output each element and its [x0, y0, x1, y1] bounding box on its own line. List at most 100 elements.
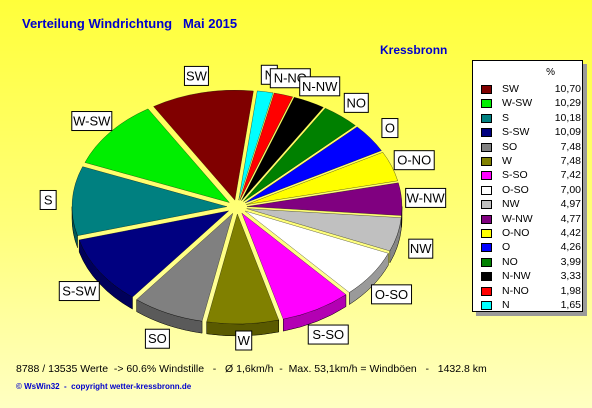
label-w-nw: W-NW	[405, 187, 447, 208]
legend-row: O-SO 7,00	[481, 184, 581, 198]
label-sw: SW	[183, 65, 209, 86]
slice-s	[71, 166, 228, 236]
label-text-s-sw: S-SW	[62, 284, 97, 299]
label-no: NO	[343, 92, 369, 113]
label-s-so: S-SO	[307, 324, 349, 345]
legend-value: 4,77	[560, 212, 581, 225]
legend-row: W-SW 10,29	[481, 97, 581, 111]
label-text-n-no: N-NO	[274, 71, 307, 86]
legend-direction: S-SO	[502, 169, 528, 182]
legend-value: 7,42	[560, 169, 581, 182]
legend-row: N-NO 1,98	[481, 285, 581, 299]
slice-s-so	[241, 212, 347, 320]
legend-direction: N-NO	[502, 284, 529, 297]
legend-swatch	[481, 157, 492, 166]
legend-value: 3,33	[560, 270, 581, 283]
legend-unit: %	[546, 67, 555, 78]
legend-row: N 1,65	[481, 299, 581, 313]
label-text-sw: SW	[186, 68, 208, 83]
label-o-no: O-NO	[393, 150, 435, 171]
legend-direction: SO	[502, 140, 518, 153]
legend-direction: O	[502, 241, 511, 254]
label-text-s-so: S-SO	[312, 327, 344, 342]
slice-o	[245, 126, 382, 204]
legend-value: 10,18	[554, 111, 581, 124]
legend-swatch	[481, 113, 492, 123]
legend-row: W 7,48	[481, 155, 581, 169]
legend-swatch	[481, 142, 492, 152]
legend-row: O 4,26	[481, 241, 581, 255]
legend-value: 1,98	[560, 284, 581, 297]
label-text-w-nw: W-NW	[407, 190, 446, 205]
legend-row: NO 3,99	[481, 256, 581, 270]
legend-swatch	[481, 272, 492, 282]
legend-direction: W-NW	[502, 212, 533, 225]
label-text-nw: NW	[410, 241, 432, 256]
legend-value: 7,48	[560, 155, 581, 167]
legend-direction: W-SW	[502, 97, 533, 110]
legend-direction: N-NW	[502, 270, 531, 283]
label-text-o-so: O-SO	[375, 287, 408, 302]
label-so: SO	[144, 328, 170, 349]
label-text-o: O	[385, 121, 395, 136]
label-s-sw: S-SW	[58, 281, 100, 302]
legend-swatch	[481, 128, 492, 138]
legend-direction: NO	[502, 255, 518, 268]
legend-direction: NW	[502, 198, 520, 211]
label-text-w: W	[238, 333, 251, 348]
pie-tops	[71, 90, 403, 325]
legend-swatch	[481, 286, 492, 296]
legend-row: S-SO 7,42	[481, 169, 581, 183]
statistics-footer: 8788 / 13535 Werte -> 60.6% Windstille -…	[16, 363, 487, 375]
slice-s-sw	[78, 210, 230, 298]
slice-o-no	[246, 152, 398, 205]
legend-value: 10,29	[554, 97, 581, 110]
label-text-no: NO	[347, 95, 367, 110]
pie-labels: N N-NON-NW NO O O-NO W-NW NW O-SO S-SO W SO S-SW S W-…	[39, 64, 447, 351]
legend-value: 1,65	[560, 299, 581, 311]
slice-o-so	[245, 210, 389, 293]
slice-w-nw	[246, 182, 403, 216]
legend-row: O-NO 4,42	[481, 227, 581, 241]
label-text-o-no: O-NO	[397, 153, 431, 168]
legend-row: N-NW 3,33	[481, 270, 581, 284]
copyright-note: © WsWin32 - copyright wetter-kressbronn.…	[16, 382, 192, 391]
legend-swatch	[481, 243, 492, 253]
label-n-no: N-NO	[269, 68, 311, 89]
legend-direction: SW	[502, 83, 519, 95]
legend: % SW 10,70 W-SW 10,29 S 10,18 S-SW 10,09 SO 7,48 W…	[472, 60, 583, 312]
legend-value: 7,00	[560, 183, 581, 196]
label-text-s: S	[44, 192, 53, 207]
legend-value: 7,48	[560, 140, 581, 153]
legend-row: W-NW 4,77	[481, 213, 581, 227]
slice-n-nw	[241, 97, 324, 201]
label-text-n: N	[265, 67, 274, 82]
legend-value: 3,99	[560, 255, 581, 268]
legend-swatch	[481, 85, 492, 94]
legend-swatch	[481, 257, 492, 267]
legend-swatch	[481, 99, 492, 109]
legend-value: 10,70	[554, 83, 581, 95]
label-w-sw: W-SW	[71, 111, 113, 132]
legend-swatch	[481, 214, 492, 224]
legend-swatch	[481, 229, 492, 238]
legend-row: NW 4,97	[481, 198, 581, 212]
slice-nw	[246, 208, 402, 252]
legend-swatch	[481, 301, 492, 310]
legend-direction: O-SO	[502, 183, 529, 196]
pie-sides	[71, 206, 403, 337]
legend-swatch	[481, 185, 492, 195]
legend-row: S 10,18	[481, 112, 581, 126]
slice-sw	[153, 90, 254, 201]
legend-direction: N	[502, 299, 510, 311]
legend-value: 4,42	[560, 227, 581, 239]
label-text-n-nw: N-NW	[302, 79, 338, 94]
legend-value: 10,09	[554, 126, 581, 139]
legend-direction: O-NO	[502, 227, 530, 239]
label-nw: NW	[408, 238, 434, 259]
legend-value: 4,26	[560, 241, 581, 254]
legend-row: SW 10,70	[481, 83, 581, 97]
legend-swatch	[481, 171, 492, 181]
